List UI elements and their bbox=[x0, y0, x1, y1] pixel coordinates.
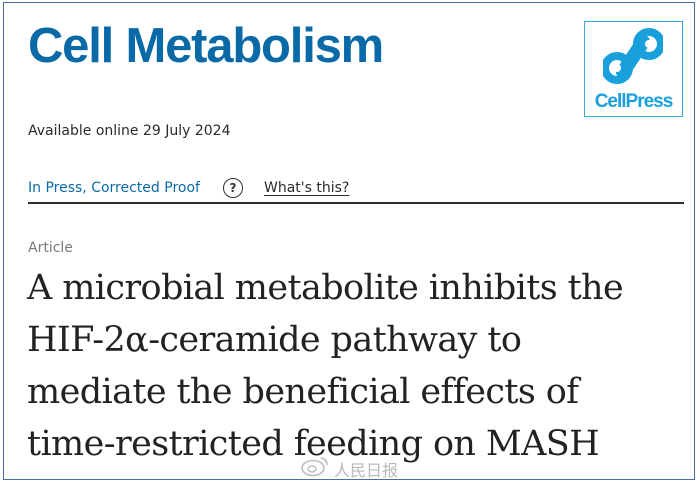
availability-date: Available online 29 July 2024 bbox=[28, 123, 231, 139]
question-circle-icon[interactable]: ? bbox=[223, 178, 243, 198]
article-type-label: Article bbox=[28, 240, 73, 256]
article-title-line: HIF-2α-ceramide pathway to bbox=[27, 320, 522, 360]
weibo-icon bbox=[301, 457, 328, 477]
article-title-line: A microbial metabolite inhibits the bbox=[27, 268, 624, 308]
watermark-text: 人民日报 bbox=[334, 461, 399, 480]
status-row: In Press, Corrected Proof ? What's this? bbox=[28, 178, 684, 200]
in-press-status[interactable]: In Press, Corrected Proof bbox=[28, 180, 200, 196]
cellpress-logo-icon bbox=[603, 28, 663, 84]
divider bbox=[28, 202, 684, 204]
page-frame bbox=[3, 2, 695, 480]
journal-title[interactable]: Cell Metabolism bbox=[28, 19, 384, 73]
whats-this-link[interactable]: What's this? bbox=[264, 180, 350, 196]
article-title: A microbial metabolite inhibits the HIF-… bbox=[27, 262, 687, 470]
cellpress-logo-text: CellPress bbox=[594, 91, 674, 112]
article-title-line: time-restricted feeding on MASH bbox=[27, 424, 600, 464]
article-title-line: mediate the beneficial effects of bbox=[27, 372, 579, 412]
cellpress-logo[interactable]: CellPress bbox=[584, 21, 683, 117]
